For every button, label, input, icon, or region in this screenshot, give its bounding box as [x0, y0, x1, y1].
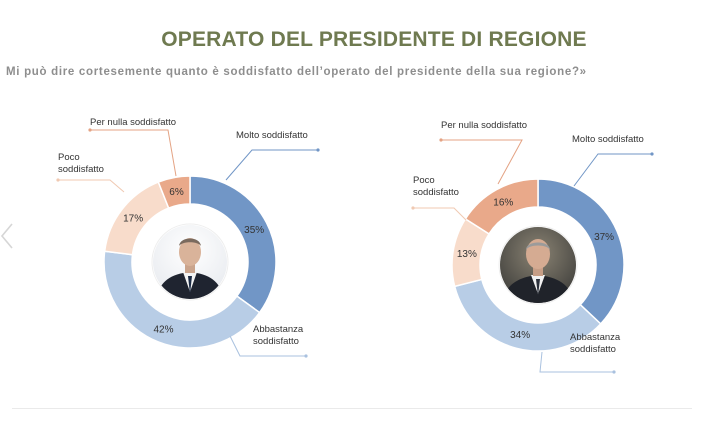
donut-slice: [103, 250, 261, 349]
slice-value-label: 34%: [510, 330, 530, 341]
donut-slice: [157, 175, 191, 210]
leader-line: [229, 335, 306, 357]
leader-dot: [650, 152, 654, 156]
leader-line: [573, 153, 652, 187]
footer-divider: [12, 408, 692, 409]
leader-dot: [439, 138, 443, 142]
category-label: Abbastanza soddisfatto: [253, 324, 304, 347]
leader-line: [58, 179, 125, 193]
page-title: OPERATO DEL PRESIDENTE DI REGIONE: [161, 28, 587, 51]
donut-slice: [464, 178, 539, 235]
chevron-left-icon[interactable]: [0, 222, 14, 250]
category-label: Molto soddisfatto: [236, 130, 308, 141]
leader-line: [90, 129, 177, 177]
category-label: Molto soddisfatto: [572, 134, 644, 145]
leader-dot: [612, 370, 616, 374]
leader-line: [539, 351, 614, 373]
leader-dot: [411, 206, 415, 210]
slice-value-label: 35%: [244, 225, 264, 236]
slice-value-label: 17%: [123, 213, 143, 224]
president-portrait-1: [151, 223, 229, 301]
category-label: Abbastanza soddisfatto: [570, 332, 621, 355]
slice-value-label: 37%: [594, 232, 614, 243]
slice-value-label: 42%: [153, 324, 173, 335]
category-label: Per nulla soddisfatto: [441, 120, 527, 131]
donut-chart-1: 35% 42% 17% 6% Molto soddisfatto Abbastanza so…: [56, 117, 320, 358]
donut-chart-2: 37% 34% 13% 16% Molto soddisfatto Abbastanza s…: [411, 120, 654, 374]
category-label: Poco soddisfatto: [413, 175, 459, 198]
leader-line: [225, 149, 318, 181]
president-portrait-2: [498, 225, 578, 305]
leader-dot: [88, 128, 92, 132]
leader-line: [441, 139, 523, 185]
survey-question: Mi può dire cortesemente quanto è soddis…: [6, 66, 587, 78]
leader-line: [413, 207, 467, 221]
leader-dot: [56, 178, 60, 182]
slice-value-label: 13%: [457, 249, 477, 260]
slice-value-label: 16%: [493, 197, 513, 208]
leader-dot: [316, 148, 320, 152]
leader-dot: [304, 354, 308, 358]
slice-value-label: 6%: [169, 187, 184, 198]
category-label: Poco soddisfatto: [58, 152, 104, 175]
category-label: Per nulla soddisfatto: [90, 117, 176, 128]
